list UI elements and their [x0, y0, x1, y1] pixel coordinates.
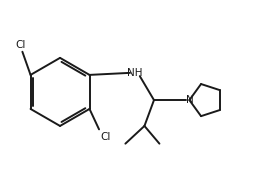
Text: NH: NH	[127, 68, 143, 78]
Text: N: N	[185, 95, 193, 105]
Text: Cl: Cl	[16, 40, 26, 50]
Text: Cl: Cl	[100, 132, 111, 142]
